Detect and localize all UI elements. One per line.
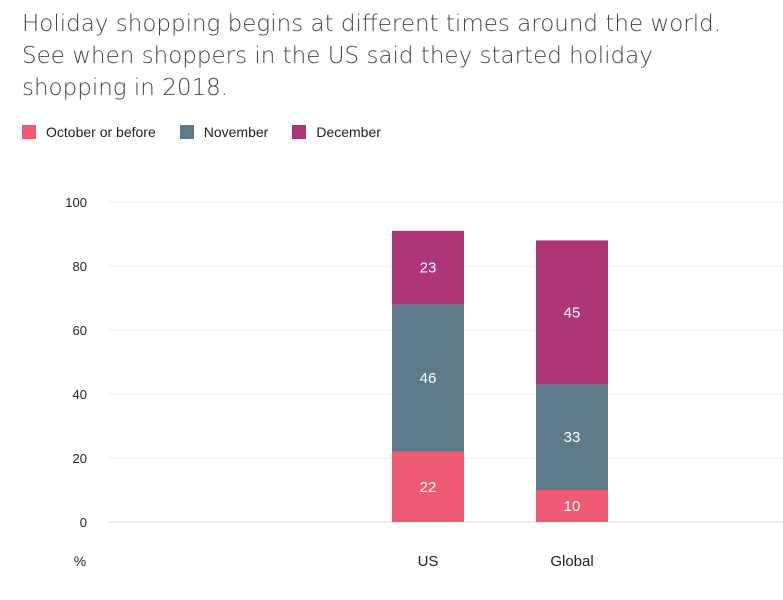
- legend-swatch-november: [179, 125, 194, 139]
- data-labels: 22 46 23 10 33 45: [420, 260, 581, 515]
- bar-us-october-or-before: [392, 451, 464, 522]
- chart-title: Holiday shopping begins at different tim…: [22, 11, 722, 101]
- legend-label-november: November: [203, 124, 269, 140]
- x-tick-label-us: US: [418, 553, 439, 570]
- data-label-us-december: 23: [420, 260, 437, 277]
- legend-item-november: November: [179, 124, 269, 140]
- bar-global-october-or-before: [536, 490, 608, 522]
- x-tick-label-global: Global: [550, 553, 593, 570]
- legend-item-december: December: [292, 124, 381, 140]
- bar-us-november: [392, 304, 464, 452]
- legend-item-october: October or before: [22, 124, 156, 140]
- data-label-us-november: 46: [420, 370, 437, 387]
- bar-global-november: [536, 384, 608, 490]
- y-tick-label-40: 40: [73, 387, 87, 402]
- bar-global-december: [536, 240, 608, 385]
- data-label-global-october-or-before: 10: [564, 498, 581, 515]
- y-tick-label-100: 100: [65, 195, 87, 210]
- axes: 0 20 40 60 80 100 US Global: [65, 195, 593, 570]
- y-tick-label-80: 80: [73, 259, 87, 274]
- bar-us-december: [392, 230, 464, 305]
- y-tick-label-0: 0: [80, 515, 87, 530]
- data-label-us-october-or-before: 22: [420, 479, 437, 496]
- legend-label-october: October or before: [46, 124, 156, 140]
- y-tick-label-20: 20: [73, 451, 87, 466]
- legend: October or before November December: [22, 124, 405, 140]
- legend-swatch-october: [22, 125, 36, 139]
- y-axis-unit-label: %: [74, 553, 86, 569]
- data-label-global-december: 45: [564, 304, 581, 321]
- legend-swatch-december: [292, 125, 307, 139]
- y-tick-label-60: 60: [73, 323, 87, 338]
- legend-label-december: December: [316, 124, 381, 140]
- bars: [392, 230, 608, 522]
- data-label-global-november: 33: [564, 429, 581, 446]
